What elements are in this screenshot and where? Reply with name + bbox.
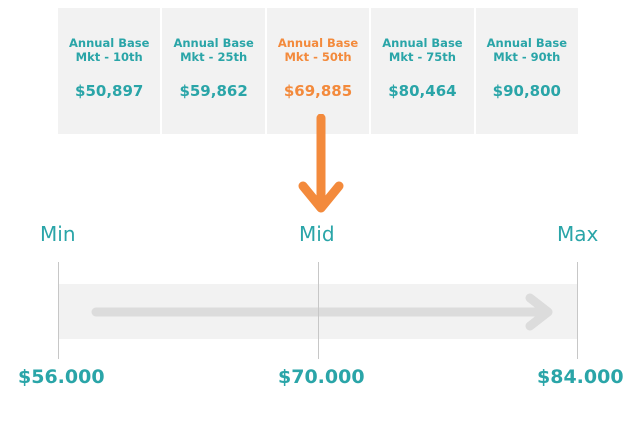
- max-marker-line: [577, 262, 578, 359]
- max-label: Max: [557, 222, 599, 246]
- percentile-label: Annual Base Mkt - 90th: [486, 36, 567, 64]
- percentile-label: Annual Base Mkt - 50th: [277, 36, 359, 64]
- percentile-cell-10th: Annual Base Mkt - 10th $50,897: [58, 8, 161, 134]
- mid-value: $70.000: [278, 366, 365, 388]
- max-value: $84.000: [537, 366, 624, 388]
- percentile-value: $90,800: [492, 82, 561, 100]
- down-arrow-icon: [298, 114, 344, 213]
- percentile-value: $59,862: [179, 82, 248, 100]
- min-label: Min: [40, 222, 76, 246]
- percentile-table: Annual Base Mkt - 10th $50,897 Annual Ba…: [58, 8, 579, 134]
- percentile-label: Annual Base Mkt - 25th: [173, 36, 254, 64]
- percentile-cell-90th: Annual Base Mkt - 90th $90,800: [475, 8, 579, 134]
- mid-label: Mid: [299, 222, 335, 246]
- right-arrow-icon: [91, 293, 553, 331]
- percentile-cell-50th: Annual Base Mkt - 50th $69,885: [266, 8, 370, 134]
- percentile-cell-25th: Annual Base Mkt - 25th $59,862: [162, 8, 265, 134]
- percentile-label: Annual Base Mkt - 10th: [69, 36, 150, 64]
- min-value: $56.000: [18, 366, 105, 388]
- percentile-value: $69,885: [283, 82, 353, 100]
- min-marker-line: [58, 262, 59, 359]
- mid-marker-line: [318, 262, 319, 359]
- percentile-label: Annual Base Mkt - 75th: [382, 36, 463, 64]
- percentile-value: $50,897: [75, 82, 144, 100]
- percentile-cell-75th: Annual Base Mkt - 75th $80,464: [371, 8, 474, 134]
- percentile-value: $80,464: [388, 82, 457, 100]
